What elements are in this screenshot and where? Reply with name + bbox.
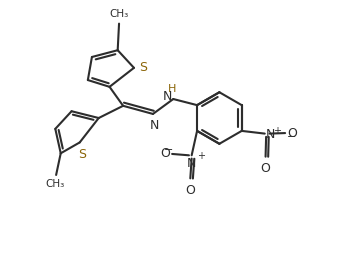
Text: O: O xyxy=(160,147,170,161)
Text: N: N xyxy=(187,158,196,170)
Text: N: N xyxy=(150,119,159,132)
Text: O: O xyxy=(287,127,297,139)
Text: S: S xyxy=(139,61,147,74)
Text: +: + xyxy=(197,151,205,161)
Text: H: H xyxy=(168,84,176,94)
Text: N: N xyxy=(266,129,276,141)
Text: S: S xyxy=(78,149,87,161)
Text: −: − xyxy=(287,132,297,142)
Text: O: O xyxy=(186,184,195,197)
Text: CH₃: CH₃ xyxy=(109,9,129,19)
Text: N: N xyxy=(163,90,172,103)
Text: +: + xyxy=(273,126,281,136)
Text: −: − xyxy=(163,145,173,155)
Text: O: O xyxy=(260,162,271,175)
Text: CH₃: CH₃ xyxy=(46,179,65,189)
